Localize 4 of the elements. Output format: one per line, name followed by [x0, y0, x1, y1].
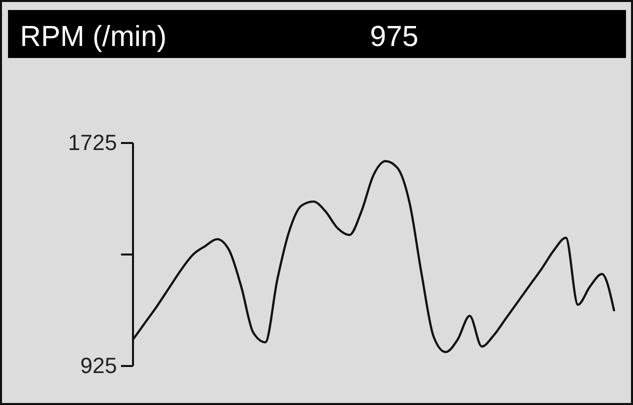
chart-title: RPM (/min) — [20, 21, 167, 53]
y-tick-label: 925 — [80, 353, 117, 378]
y-tick-label: 1725 — [68, 130, 117, 156]
chart-subtitle: 975 — [370, 21, 418, 53]
